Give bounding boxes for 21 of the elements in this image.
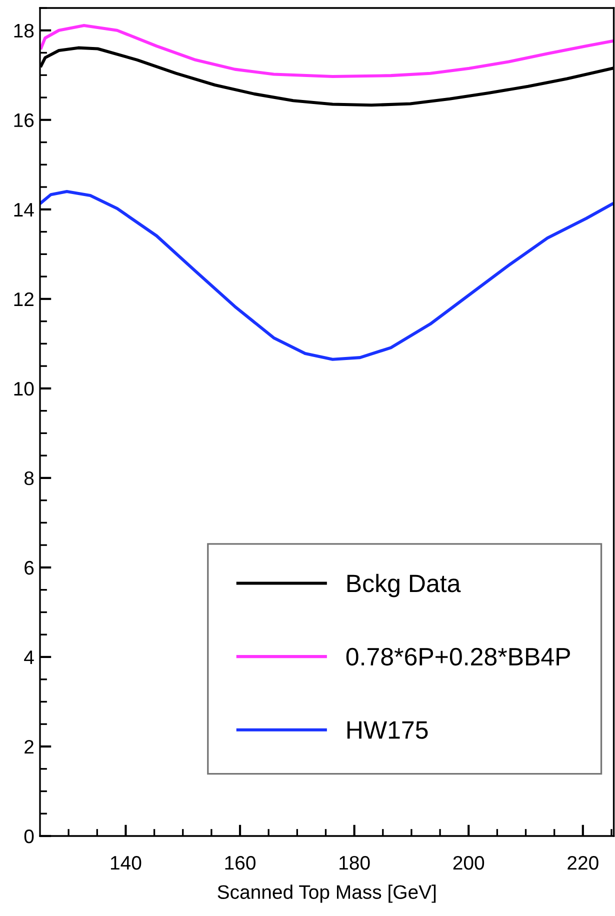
- line-series: [40, 24, 614, 78]
- line-series: [40, 190, 614, 361]
- y-tick-label: 0: [24, 829, 34, 844]
- y-tick-label: 8: [24, 471, 34, 486]
- y-tick-label: 12: [14, 292, 34, 306]
- legend-label: 0.78*6P+0.28*BB4P: [346, 648, 570, 666]
- x-tick-label: 140: [110, 856, 142, 870]
- x-tick-label: 160: [225, 856, 256, 870]
- legend-label: Bckg Data: [347, 574, 461, 598]
- y-tick-label: 10: [14, 382, 34, 396]
- x-axis-title: Scanned Top Mass [GeV]: [218, 884, 436, 903]
- x-tick-label: 200: [453, 856, 484, 870]
- y-tick-label: 16: [14, 113, 34, 128]
- x-tick-label: 180: [340, 856, 370, 870]
- y-tick-label: 14: [14, 203, 34, 216]
- y-tick-label: 6: [24, 560, 34, 575]
- x-tick-label: 220: [568, 856, 598, 870]
- legend-label: HW175: [347, 721, 428, 739]
- y-tick-label: 18: [14, 24, 34, 38]
- y-tick-label: 4: [24, 650, 34, 664]
- y-tick-label: 2: [24, 740, 34, 754]
